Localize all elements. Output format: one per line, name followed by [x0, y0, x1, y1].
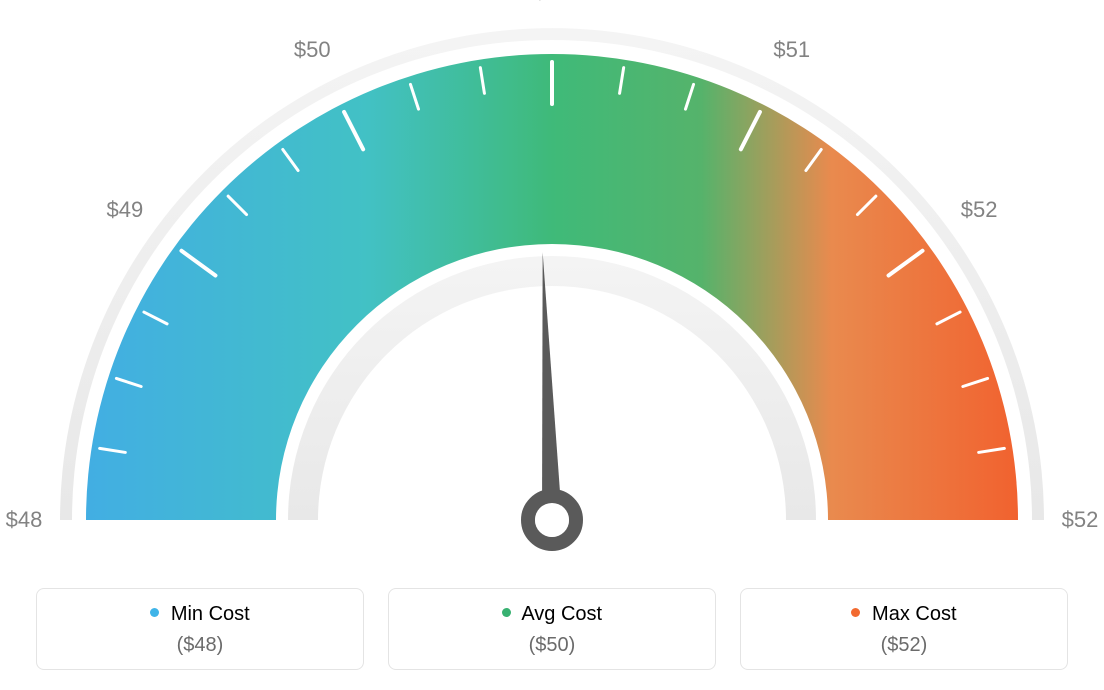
cost-gauge: $48 $49 $50 $50 $51 $52 $52 — [0, 0, 1104, 570]
legend-dot-max — [851, 608, 860, 617]
gauge-needle — [542, 252, 562, 520]
gauge-tick-label: $52 — [1062, 507, 1099, 533]
gauge-tick-label: $51 — [773, 37, 810, 63]
legend-row: Min Cost ($48) Avg Cost ($50) Max Cost (… — [36, 588, 1068, 670]
legend-label-min: Min Cost — [171, 603, 250, 625]
gauge-tick-label: $50 — [294, 37, 331, 63]
legend-label-avg: Avg Cost — [521, 603, 602, 625]
legend-value-min: ($48) — [45, 634, 355, 657]
legend-value-max: ($52) — [749, 634, 1059, 657]
legend-dot-avg — [502, 608, 511, 617]
gauge-needle-hub-inner — [535, 503, 569, 537]
gauge-tick-label: $50 — [534, 0, 571, 5]
legend-card-max: Max Cost ($52) — [740, 588, 1068, 670]
gauge-tick-label: $49 — [106, 197, 143, 223]
legend-label-max: Max Cost — [872, 603, 956, 625]
legend-value-avg: ($50) — [397, 634, 707, 657]
legend-card-avg: Avg Cost ($50) — [388, 588, 716, 670]
legend-dot-min — [150, 608, 159, 617]
gauge-tick-label: $48 — [6, 507, 43, 533]
legend-card-min: Min Cost ($48) — [36, 588, 364, 670]
gauge-tick-label: $52 — [961, 197, 998, 223]
